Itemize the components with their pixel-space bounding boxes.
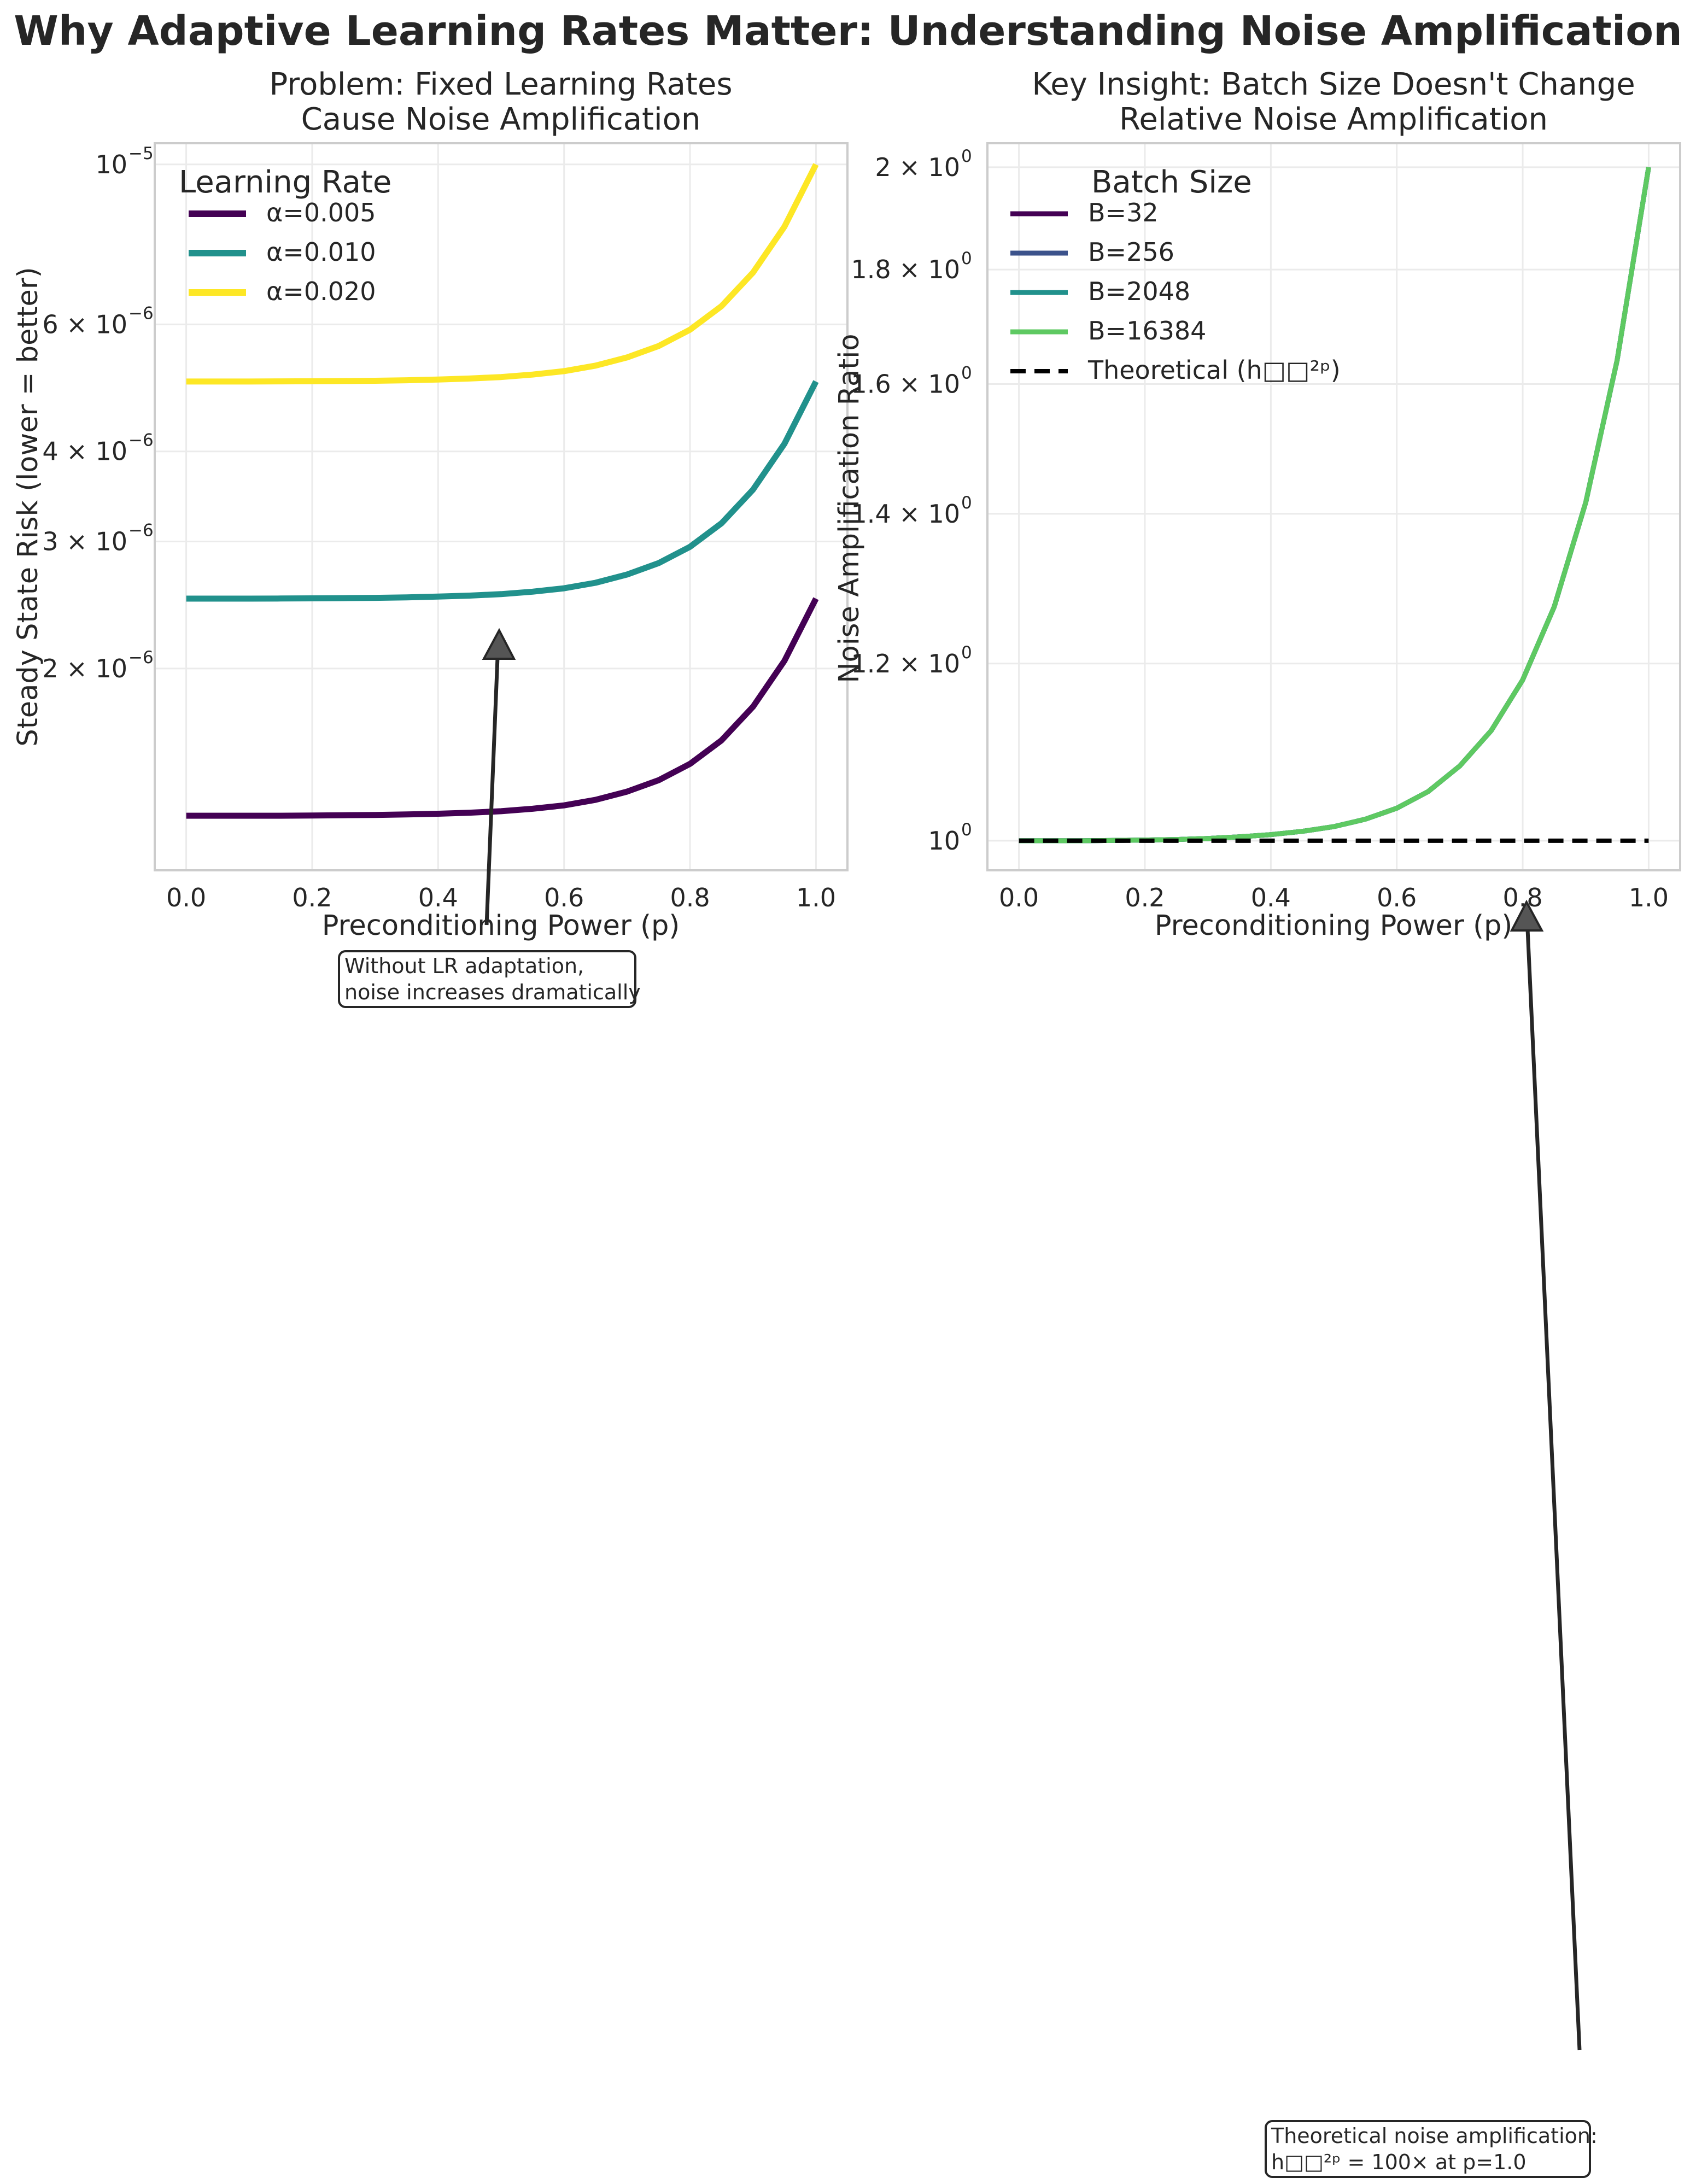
series-line-0 [186,597,819,819]
figure-suptitle: Why Adaptive Learning Rates Matter: Unde… [14,8,1682,55]
x-axis-label: Preconditioning Power (p) [1155,910,1513,942]
x-tick-label: 0.4 [418,883,458,912]
y-tick-exponent: 0 [961,643,972,663]
annotation-arrow [1525,929,1582,2051]
chart-title-line-1: Key Insight: Batch Size Doesn't Change [1032,67,1635,102]
y-tick-label: 10 [928,826,960,856]
legend-label-2: B=2048 [1088,277,1190,306]
y-axis-label: Noise Amplification Ratio [833,333,865,683]
y-tick-exponent: −6 [128,431,154,450]
y-tick-exponent: 0 [961,147,972,166]
x-tick-label: 0.6 [544,883,584,912]
y-tick-label: 10 [95,150,127,179]
x-tick-label: 1.0 [1629,883,1669,912]
y-tick-exponent: −6 [128,648,154,668]
series-line-1 [1019,167,1651,844]
y-tick-label: 1.2 × 10 [851,649,960,678]
series-line-2 [186,163,819,385]
x-tick-label: 0.6 [1377,883,1417,912]
axes-frame [986,142,1681,871]
annotation: Without LR adaptation, noise increases d… [338,628,641,1008]
legend-label-1: α=0.010 [266,237,376,267]
legend-label-0: α=0.005 [266,198,376,227]
y-tick-label: 4 × 10 [42,437,127,466]
y-tick-exponent: −6 [128,521,154,541]
y-tick-exponent: −6 [128,303,154,323]
annotation-box [1265,2120,1591,2178]
axes-frame [154,142,849,871]
annotation-arrow [484,657,500,926]
legend-label-4: Theoretical (h□□²ᵖ) [1087,355,1341,385]
chart-steady-state-risk: Problem: Fixed Learning Rates Cause Nois… [12,67,849,1008]
annotation-text-line-1: Without LR adaptation, [344,954,584,978]
y-tick-exponent: 0 [961,249,972,268]
y-tick-exponent: 0 [961,363,972,383]
legend-label-2: α=0.020 [266,277,376,306]
legend: Batch Size B=32 B=256 B=2048 B=16384 Theoret… [1010,165,1341,385]
series-line-1 [186,380,819,602]
annotation: Theoretical noise amplification: h□□²ᵖ =… [1265,899,1598,2178]
x-tick-label: 0.4 [1251,883,1291,912]
y-tick-exponent: 0 [961,493,972,513]
x-tick-label: 0.0 [999,883,1039,912]
annotation-text-line-2: h□□²ᵖ = 100× at p=1.0 [1271,2150,1527,2174]
legend: Learning Rate α=0.005 α=0.010 α=0.020 [179,165,391,306]
y-tick-label: 6 × 10 [42,309,127,339]
series-line-3 [1019,167,1651,844]
annotation-arrowhead [482,628,516,660]
x-tick-label: 0.2 [1125,883,1165,912]
legend-label-0: B=32 [1088,198,1159,227]
x-tick-label: 0.0 [166,883,206,912]
y-tick-exponent: −5 [128,144,154,163]
chart-title-line-1: Problem: Fixed Learning Rates [269,67,732,102]
y-axis-label: Steady State Risk (lower = better) [12,267,44,746]
y-tick-label: 2 × 10 [875,153,960,182]
annotation-text-line-2: noise increases dramatically [344,980,641,1004]
y-tick-exponent: 0 [961,820,972,840]
chart-noise-amplification: Key Insight: Batch Size Doesn't Change R… [833,67,1681,2178]
x-tick-label: 0.8 [670,883,710,912]
legend-title: Learning Rate [179,165,391,200]
x-tick-label: 0.2 [292,883,332,912]
legend-label-1: B=256 [1088,237,1174,267]
annotation-box [338,950,636,1008]
legend-label-3: B=16384 [1088,316,1206,346]
annotation-arrowhead [1510,899,1544,932]
x-axis-label: Preconditioning Power (p) [322,910,680,942]
y-tick-label: 1.4 × 10 [851,499,960,529]
annotation-text-line-1: Theoretical noise amplification: [1271,2124,1598,2148]
y-tick-label: 1.8 × 10 [851,255,960,284]
y-tick-label: 2 × 10 [42,654,127,683]
series-line-2 [1019,167,1651,844]
legend-title: Batch Size [1091,165,1252,200]
series-line-0 [1019,167,1651,844]
y-tick-label: 1.6 × 10 [851,369,960,399]
y-tick-label: 3 × 10 [42,527,127,557]
chart-title-line-2: Cause Noise Amplification [301,102,701,137]
chart-title-line-2: Relative Noise Amplification [1119,102,1548,137]
x-tick-label: 1.0 [796,883,836,912]
